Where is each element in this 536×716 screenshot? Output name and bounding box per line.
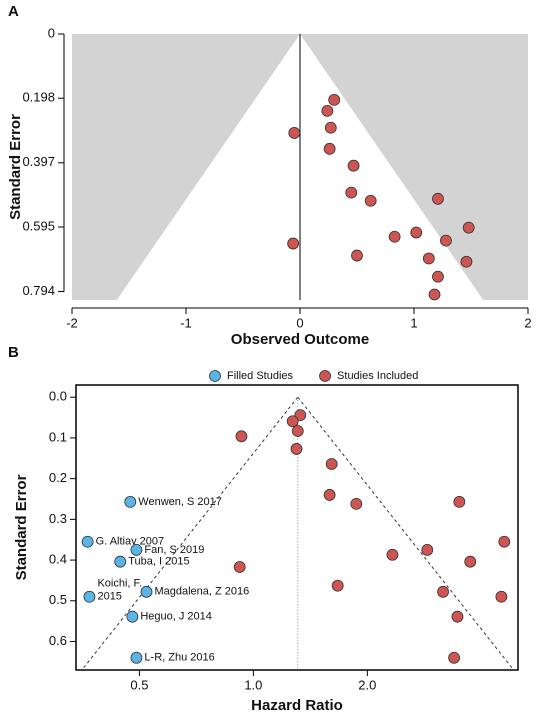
point-label: L-R, Zhu 2016 <box>144 652 214 664</box>
point <box>421 543 434 556</box>
funnel-line <box>81 396 299 671</box>
legend-marker <box>209 370 221 382</box>
point <box>350 497 363 510</box>
point-label: Wenwen, S 2017 <box>138 496 222 508</box>
point <box>432 192 444 205</box>
point <box>495 590 508 603</box>
funnel-line <box>297 396 515 671</box>
y-tick-label: 0.0 <box>49 389 67 404</box>
point <box>81 535 94 548</box>
point <box>451 610 464 623</box>
point <box>140 585 153 598</box>
x-tick-label: 0 <box>296 315 303 330</box>
point <box>323 489 336 501</box>
point <box>498 535 511 548</box>
y-tick-label: 0.5 <box>49 592 67 607</box>
point <box>351 249 363 262</box>
point <box>386 548 399 561</box>
point-label: G. Altiay 2007 <box>96 536 164 548</box>
point <box>347 159 360 172</box>
x-tick-label: 1.0 <box>244 677 262 692</box>
legend-label: Studies Included <box>337 370 418 382</box>
point <box>286 415 299 428</box>
point <box>428 288 441 301</box>
panel: 0.0 0.1 0.2 0.3 0.4 0.5 0.6 0.5 1.0 2.0 B Hazard Ra… <box>8 344 519 714</box>
point <box>321 104 334 117</box>
y-axis-title: Standard Error <box>13 474 30 580</box>
point <box>288 127 301 139</box>
point <box>324 121 337 134</box>
legend-label: Filled Studies <box>227 370 294 382</box>
point <box>323 142 336 155</box>
plot-frame <box>75 384 519 671</box>
point <box>331 579 344 592</box>
y-tick-label: 0.4 <box>49 552 67 567</box>
y-tick-label: 0.198 <box>22 90 55 105</box>
point <box>114 555 127 568</box>
point-label: Heguo, J 2014 <box>140 611 212 623</box>
point <box>453 495 466 508</box>
point <box>460 255 473 268</box>
panel-label: B <box>8 344 19 361</box>
point <box>130 543 143 556</box>
point <box>130 651 143 664</box>
point <box>437 585 449 598</box>
point <box>291 425 304 437</box>
point <box>345 186 358 199</box>
y-tick-label: 0.794 <box>22 283 55 298</box>
point-label: 2015 <box>97 591 121 603</box>
point <box>83 590 96 603</box>
point <box>422 252 435 265</box>
y-tick-label: 0.595 <box>22 218 55 233</box>
panel: 0 0.198 0.397 0.595 0.794 -2 -1 0 1 2 A Observed Ou… <box>7 3 532 348</box>
point <box>364 194 377 207</box>
y-tick-label: 0.3 <box>49 511 67 526</box>
point <box>432 270 444 283</box>
panel-label: A <box>8 3 19 20</box>
y-tick-label: 0 <box>48 25 55 40</box>
y-axis-title: Standard Error <box>7 114 24 220</box>
point <box>233 561 246 573</box>
x-tick-label: -1 <box>180 315 192 330</box>
y-tick-label: 0.397 <box>22 154 55 169</box>
point <box>410 226 423 239</box>
point-label: Fan, S 2019 <box>144 544 204 556</box>
y-tick-label: 0.2 <box>49 470 67 485</box>
point <box>328 93 341 106</box>
x-tick-label: 0.5 <box>130 677 148 692</box>
legend-marker <box>319 370 331 382</box>
point-label: Magdalena, Z 2016 <box>154 586 249 598</box>
x-tick-label: -2 <box>66 315 78 330</box>
point <box>440 234 452 247</box>
point <box>290 443 303 455</box>
point <box>388 230 401 243</box>
point <box>235 430 248 443</box>
x-tick-label: 2.0 <box>358 677 376 692</box>
point <box>448 651 461 664</box>
y-tick-label: 0.1 <box>49 429 67 444</box>
x-axis-title: Hazard Ratio <box>251 697 343 714</box>
point <box>126 610 139 623</box>
x-axis-title: Observed Outcome <box>231 331 369 348</box>
point-label: Tuba, I 2015 <box>128 556 189 568</box>
point <box>124 495 137 508</box>
x-tick-label: 2 <box>524 315 531 330</box>
point <box>464 555 477 568</box>
point <box>287 237 300 250</box>
point <box>325 458 338 470</box>
point-label: Koichi, F. <box>97 578 142 590</box>
y-tick-label: 0.6 <box>49 633 67 648</box>
point <box>462 221 475 234</box>
x-tick-label: 1 <box>410 315 417 330</box>
